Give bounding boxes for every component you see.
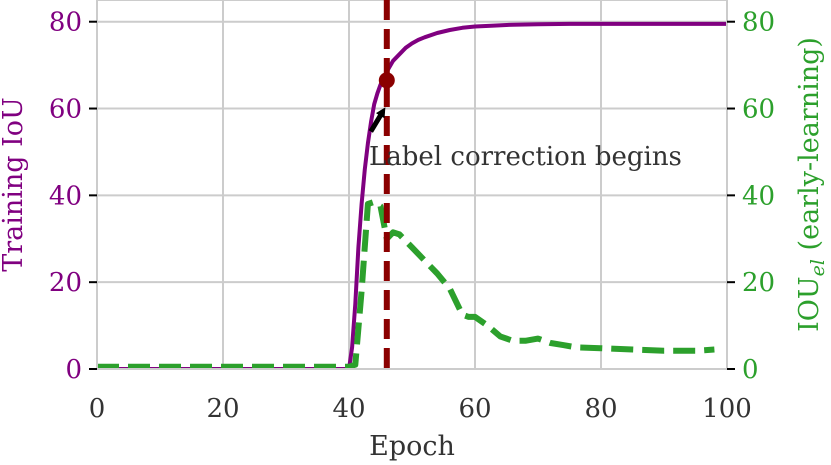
right-y-axis-label-main: IOU [794, 276, 825, 332]
plot-border [96, 0, 728, 370]
x-tick-label: 60 [458, 394, 491, 424]
left-y-axis-label: Training IoU [0, 97, 29, 272]
x-tick-label: 20 [206, 394, 239, 424]
training-iou-line [97, 21, 727, 369]
x-axis-label: Epoch [369, 431, 455, 462]
annotation-text: Label correction begins [369, 142, 682, 172]
right-y-tick-label: 80 [742, 8, 775, 38]
grid [96, 0, 728, 370]
annotation-arrow [368, 107, 386, 133]
left-y-tick-label: 20 [49, 268, 82, 298]
series-layer [97, 21, 727, 369]
right-y-axis-label-suffix: (early-learning) [794, 37, 825, 259]
annotations: Label correction begins [368, 0, 682, 369]
left-y-tick-label: 80 [49, 8, 82, 38]
left-y-tick-label: 40 [49, 181, 82, 211]
right-y-tick-label: 60 [742, 95, 775, 125]
right-y-axis-label: IOUel (early-learning) [794, 37, 829, 332]
axes-frame [96, 0, 728, 370]
x-tick-label: 100 [702, 394, 752, 424]
left-y-tick-label: 0 [65, 355, 82, 385]
early-learning-iou-line [97, 198, 715, 369]
right-y-tick-label: 20 [742, 268, 775, 298]
right-y-tick-label: 40 [742, 181, 775, 211]
x-tick-label: 40 [332, 394, 365, 424]
right-y-tick-label: 0 [742, 355, 759, 385]
right-y-axis-label-subscript: el [807, 259, 829, 276]
label-correction-point [378, 72, 395, 89]
left-y-tick-label: 60 [49, 95, 82, 125]
x-tick-label: 80 [584, 394, 617, 424]
x-tick-label: 0 [89, 394, 106, 424]
tick-labels: 0 20 40 60 80 100 0 20 40 60 80 0 20 40 60 80 [49, 8, 775, 424]
